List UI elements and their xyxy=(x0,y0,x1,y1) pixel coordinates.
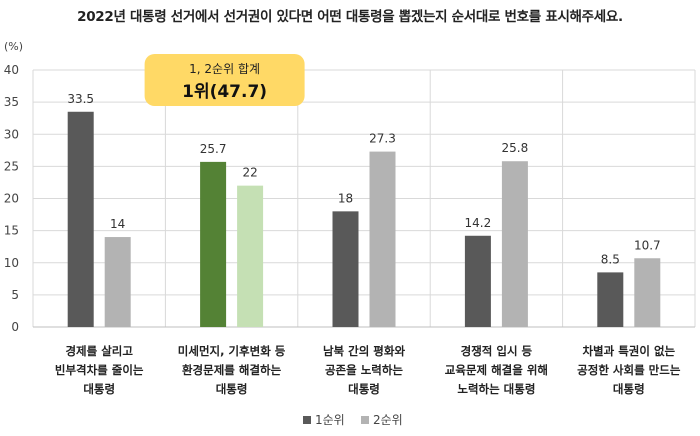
category-label: 빈부격차를 줄이는 xyxy=(55,363,144,377)
callout-box xyxy=(144,54,305,106)
legend: 1순위 2순위 xyxy=(303,413,403,427)
y-tick-label: 30 xyxy=(4,127,19,141)
category-label: 차별과 특권이 없는 xyxy=(582,344,675,358)
data-label: 8.5 xyxy=(601,252,620,266)
category-label: 대통령 xyxy=(83,382,115,396)
data-label: 25.7 xyxy=(200,142,227,156)
bar-1-1 xyxy=(67,111,94,327)
y-tick-label: 35 xyxy=(4,95,19,109)
y-tick-label: 15 xyxy=(4,224,19,238)
category-label: 노력하는 대통령 xyxy=(457,382,535,396)
y-tick-label: 10 xyxy=(4,256,19,270)
bar-2-1 xyxy=(104,237,131,327)
y-tick-label: 20 xyxy=(4,192,19,206)
legend-label-2: 2순위 xyxy=(373,413,403,427)
bar-2-4 xyxy=(501,161,528,327)
y-axis-ticks: 0 5 10 15 20 25 30 35 40 xyxy=(4,63,19,334)
callout: 1, 2순위 합계 1위(47.7) xyxy=(144,54,305,106)
data-label: 25.8 xyxy=(502,141,529,155)
category-label: 미세먼지, 기후변화 등 xyxy=(178,344,286,358)
y-axis-unit: (%) xyxy=(4,40,23,53)
bar-2-2 xyxy=(237,185,264,327)
legend-label-1: 1순위 xyxy=(315,413,345,427)
data-label: 18 xyxy=(338,191,353,205)
bar-1-5 xyxy=(597,272,624,327)
bar-2-3 xyxy=(369,151,396,327)
callout-subtitle: 1, 2순위 합계 xyxy=(189,62,260,76)
category-label: 대통령 xyxy=(613,382,645,396)
data-labels: 33.5 25.7 18 14.2 8.5 14 22 27.3 25.8 10.7 xyxy=(67,92,660,267)
callout-value: 1위(47.7) xyxy=(182,82,267,102)
bar-2-5 xyxy=(634,258,661,327)
data-label: 10.7 xyxy=(634,238,661,252)
bar-1-2 xyxy=(200,161,227,327)
data-label: 27.3 xyxy=(369,132,396,146)
y-tick-label: 25 xyxy=(4,159,19,173)
y-tick-label: 5 xyxy=(11,288,19,302)
category-label: 대통령 xyxy=(348,382,380,396)
category-label: 교육문제 해결을 위해 xyxy=(445,363,548,377)
data-label: 33.5 xyxy=(67,92,94,106)
data-label: 14 xyxy=(110,217,125,231)
category-label: 남북 간의 평화와 xyxy=(323,344,405,358)
y-tick-label: 0 xyxy=(11,320,19,334)
chart-title: 2022년 대통령 선거에서 선거권이 있다면 어떤 대통령을 뽑겠는지 순서대… xyxy=(77,9,623,25)
category-label: 경쟁적 입시 등 xyxy=(461,344,533,358)
y-tick-label: 40 xyxy=(4,63,19,77)
category-label: 환경문제를 해결하는 xyxy=(182,363,282,377)
category-label: 대통령 xyxy=(216,382,248,396)
bar-1-4 xyxy=(464,235,491,327)
bar-1-3 xyxy=(332,211,359,327)
category-label: 공존을 노력하는 xyxy=(325,363,403,377)
data-label: 22 xyxy=(242,166,257,180)
bars xyxy=(67,111,661,327)
category-label: 경제를 살리고 xyxy=(65,344,133,358)
grid-lines xyxy=(32,69,696,328)
data-label: 14.2 xyxy=(465,216,492,230)
category-label: 공정한 사회를 만드는 xyxy=(577,363,681,377)
legend-swatch-2 xyxy=(361,416,369,424)
legend-swatch-1 xyxy=(303,416,311,424)
